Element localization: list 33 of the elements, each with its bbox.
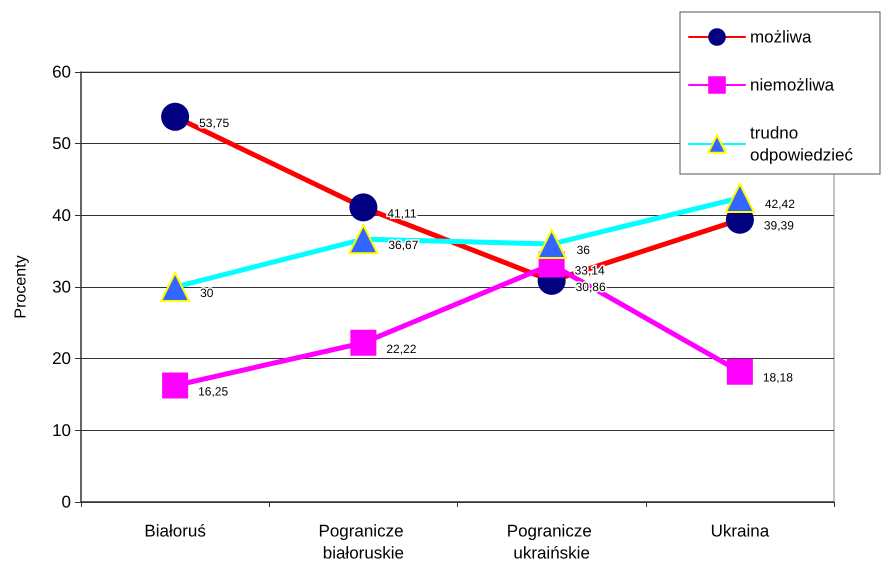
data-label: 30 (200, 286, 214, 300)
legend-label: niemożliwa (750, 76, 835, 94)
data-label: 16,25 (198, 384, 228, 399)
x-tick-label: Ukraina (710, 522, 770, 540)
y-tick-label: 30 (52, 278, 71, 296)
data-label: 36,67 (388, 238, 419, 252)
point (162, 372, 188, 399)
point (348, 224, 378, 254)
point (726, 358, 753, 385)
y-tick-label: 20 (52, 349, 71, 368)
x-tick-label: Pogranicze białoruskie (318, 522, 408, 562)
point (724, 182, 755, 213)
point (160, 272, 190, 302)
data-label: 42,42 (764, 196, 796, 211)
data-label: 22,22 (386, 342, 417, 356)
data-label: 36 (576, 243, 590, 257)
legend-label: trudno odpowiedzieć (750, 124, 854, 164)
data-label: 53,75 (199, 116, 230, 130)
y-tick-label: 10 (52, 420, 71, 440)
point (349, 193, 378, 222)
data-label: 39,39 (764, 218, 794, 233)
y-tick-label: 50 (52, 134, 71, 154)
x-tick-label: Pogranicze ukraińskie (506, 522, 597, 562)
y-tick-label: 40 (52, 206, 71, 225)
data-label: 18,18 (762, 370, 794, 385)
y-axis-title: Procenty (12, 255, 30, 319)
legend-label: możliwa (750, 28, 812, 46)
point (161, 102, 190, 131)
y-tick-label: 60 (52, 62, 71, 82)
x-tick-label: Białoruś (144, 522, 206, 540)
point (350, 330, 376, 356)
y-tick-label: 0 (62, 492, 71, 512)
point (536, 229, 567, 259)
